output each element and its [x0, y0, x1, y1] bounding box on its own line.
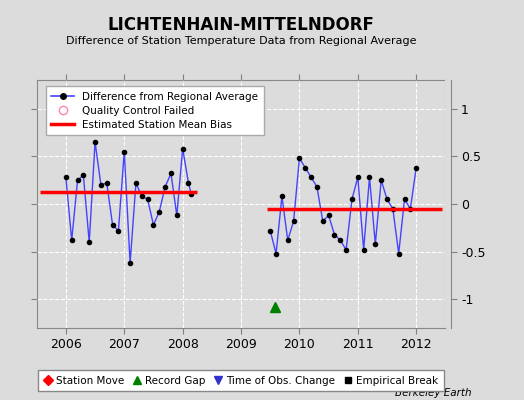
Legend: Station Move, Record Gap, Time of Obs. Change, Empirical Break: Station Move, Record Gap, Time of Obs. C…: [38, 370, 444, 391]
Text: Berkeley Earth: Berkeley Earth: [395, 388, 472, 398]
Legend: Difference from Regional Average, Quality Control Failed, Estimated Station Mean: Difference from Regional Average, Qualit…: [46, 86, 264, 135]
Text: Difference of Station Temperature Data from Regional Average: Difference of Station Temperature Data f…: [66, 36, 416, 46]
Text: LICHTENHAIN-MITTELNDORF: LICHTENHAIN-MITTELNDORF: [107, 16, 375, 34]
